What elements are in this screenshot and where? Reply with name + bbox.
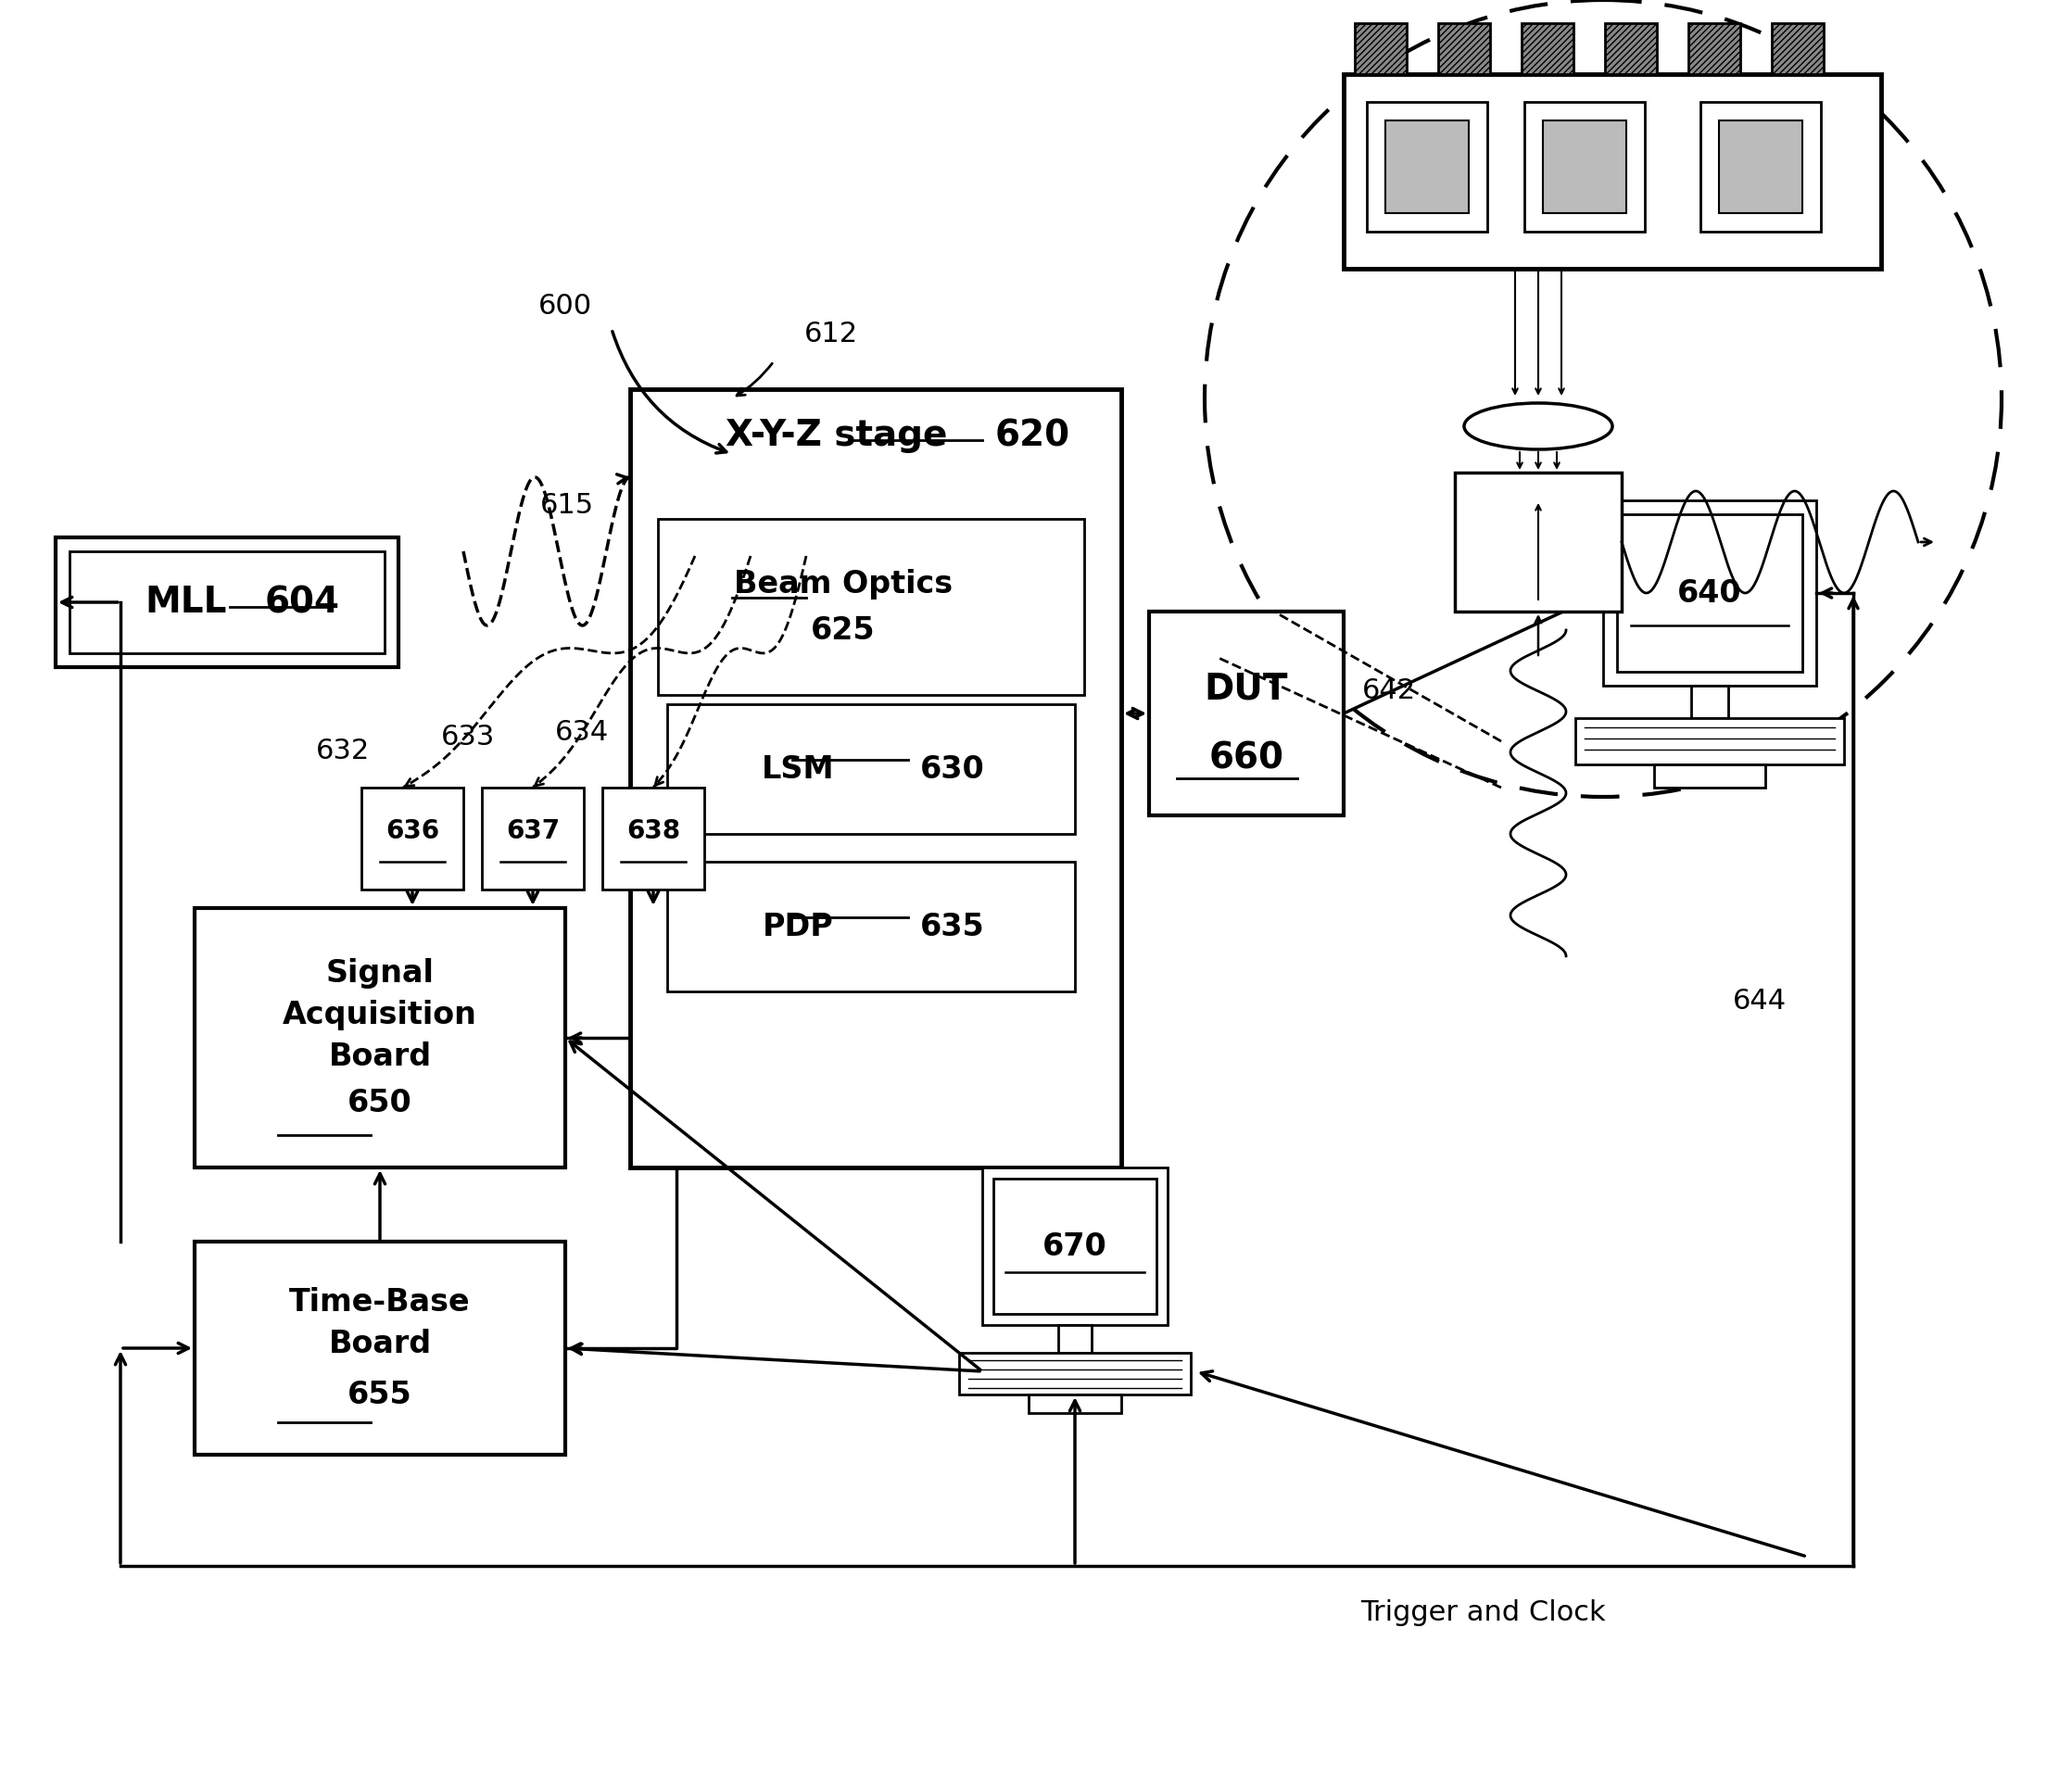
Text: 655: 655: [348, 1380, 412, 1410]
Bar: [1521, 23, 1573, 73]
Text: 632: 632: [315, 737, 369, 763]
Text: 615: 615: [541, 491, 595, 518]
Text: 670: 670: [1042, 1231, 1106, 1262]
Text: 650: 650: [348, 1088, 412, 1118]
Text: Acquisition: Acquisition: [282, 1000, 477, 1030]
Text: 633: 633: [441, 724, 495, 751]
Bar: [992, 1179, 1156, 1314]
Bar: [982, 1167, 1169, 1324]
Text: 636: 636: [385, 819, 439, 844]
Bar: [1689, 23, 1740, 73]
Bar: [1616, 514, 1803, 672]
Text: 634: 634: [555, 719, 609, 745]
Bar: [1525, 102, 1645, 231]
Text: 612: 612: [804, 321, 858, 348]
Bar: [1455, 473, 1622, 611]
Bar: [361, 788, 464, 889]
Bar: [1438, 23, 1490, 73]
Bar: [1701, 102, 1821, 231]
Text: 625: 625: [810, 615, 876, 645]
Text: 630: 630: [920, 754, 984, 785]
Text: Beam Optics: Beam Optics: [733, 568, 953, 599]
Bar: [1606, 23, 1658, 73]
Bar: [1150, 611, 1343, 815]
Bar: [1691, 686, 1728, 719]
Text: 642: 642: [1361, 677, 1415, 704]
Text: 638: 638: [626, 819, 680, 844]
Text: Signal: Signal: [325, 957, 433, 987]
Bar: [195, 1242, 566, 1455]
Text: 620: 620: [995, 418, 1071, 453]
Text: 640: 640: [1678, 577, 1743, 607]
Bar: [195, 909, 566, 1167]
Bar: [70, 552, 385, 654]
Bar: [1604, 500, 1817, 686]
Bar: [630, 389, 1121, 1167]
Bar: [1772, 23, 1823, 73]
Bar: [1544, 120, 1627, 213]
Text: 644: 644: [1732, 987, 1786, 1014]
Bar: [1355, 23, 1407, 73]
Text: MLL: MLL: [145, 584, 228, 620]
Bar: [667, 862, 1075, 991]
Bar: [1028, 1394, 1121, 1414]
Text: Trigger and Clock: Trigger and Clock: [1359, 1598, 1606, 1625]
Bar: [1653, 765, 1765, 788]
Text: Board: Board: [329, 1328, 431, 1358]
Bar: [1343, 73, 1881, 269]
Text: 660: 660: [1208, 740, 1285, 776]
Text: 637: 637: [506, 819, 559, 844]
Bar: [659, 520, 1084, 695]
Text: DUT: DUT: [1204, 672, 1289, 706]
Bar: [1386, 120, 1469, 213]
Bar: [1059, 1324, 1092, 1353]
Text: 604: 604: [265, 584, 340, 620]
Text: X-Y-Z stage: X-Y-Z stage: [725, 418, 947, 453]
Bar: [1720, 120, 1803, 213]
Bar: [56, 538, 398, 667]
Text: 635: 635: [920, 912, 984, 943]
Bar: [483, 788, 584, 889]
Bar: [667, 704, 1075, 833]
Text: Time-Base: Time-Base: [290, 1287, 470, 1317]
Bar: [603, 788, 704, 889]
Text: LSM: LSM: [760, 754, 835, 785]
Bar: [1575, 719, 1844, 765]
Bar: [1368, 102, 1488, 231]
Text: 600: 600: [539, 292, 593, 319]
Bar: [959, 1353, 1191, 1394]
Text: PDP: PDP: [762, 912, 833, 943]
Text: Board: Board: [329, 1041, 431, 1072]
